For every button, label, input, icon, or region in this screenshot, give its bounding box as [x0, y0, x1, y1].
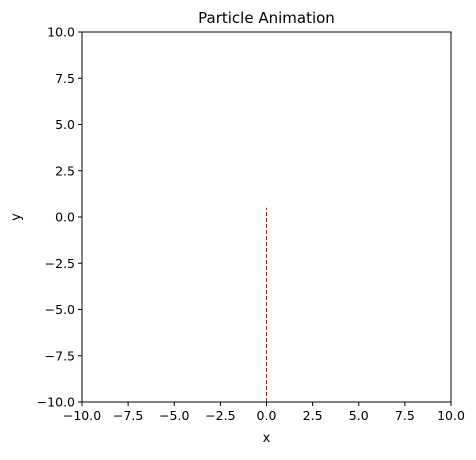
y-axis-ticks: −10.0 −7.5 −5.0 −2.5 0.0 2.5 5.0 7.5 10.0: [37, 25, 82, 410]
y-tick-label: −5.0: [45, 302, 75, 317]
y-axis-label: y: [9, 213, 24, 221]
x-axis-label: x: [263, 431, 271, 446]
x-tick-label: −10.0: [63, 408, 101, 423]
y-tick-label: 10.0: [47, 25, 75, 40]
y-tick-label: 7.5: [55, 71, 75, 86]
y-tick-label: 2.5: [55, 163, 75, 178]
y-tick-label: −2.5: [45, 256, 75, 271]
x-tick-label: −2.5: [205, 408, 235, 423]
x-tick-label: −5.0: [159, 408, 189, 423]
x-axis-ticks: −10.0 −7.5 −5.0 −2.5 0.0 2.5 5.0 7.5 10.0: [63, 402, 465, 423]
x-tick-label: 10.0: [437, 408, 465, 423]
y-tick-label: 0.0: [55, 210, 75, 225]
y-tick-label: −10.0: [37, 395, 75, 410]
x-tick-label: 7.5: [395, 408, 415, 423]
x-tick-label: 0.0: [257, 408, 277, 423]
x-tick-label: 5.0: [349, 408, 369, 423]
y-tick-label: −7.5: [45, 348, 75, 363]
x-tick-label: −7.5: [113, 408, 143, 423]
x-tick-label: 2.5: [303, 408, 323, 423]
chart-title: Particle Animation: [198, 9, 335, 27]
y-tick-label: 5.0: [55, 117, 75, 132]
